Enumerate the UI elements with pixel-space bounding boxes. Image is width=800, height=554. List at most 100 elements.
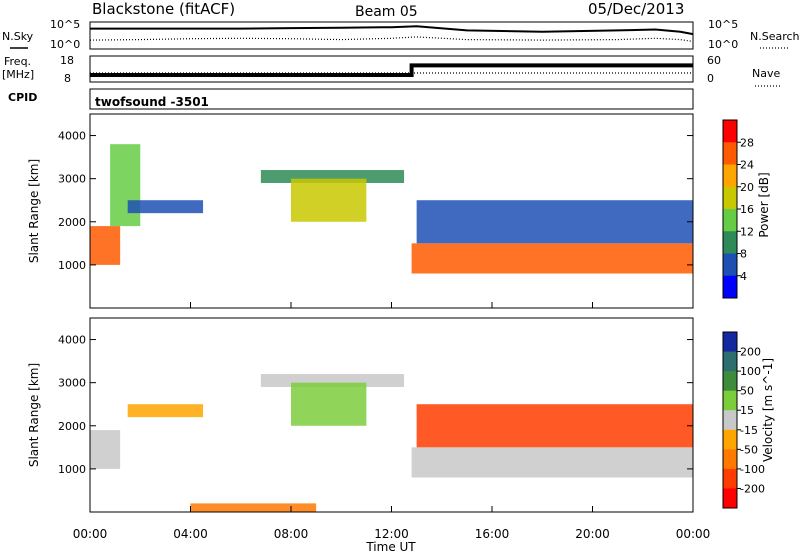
velocity-band: [90, 430, 121, 469]
velocity-cbar-cell: [723, 429, 737, 450]
noise-left-label: N.Sky: [2, 30, 34, 43]
power-cbar-cell: [723, 120, 737, 143]
power-panel: 1000 2000 3000 4000 Slant Range [km] 28 24 20…: [27, 113, 771, 309]
power-cbar-label: Power [dB]: [757, 172, 771, 237]
noise-right-tick-top: 10^5: [708, 18, 738, 31]
power-band: [90, 226, 121, 265]
noise-line-sky: [90, 25, 694, 36]
power-cbar-cell: [723, 142, 737, 165]
velocity-cbar-label: -100: [740, 463, 765, 476]
xaxis-label: Time UT: [365, 540, 416, 554]
velocity-cbar-cell: [723, 410, 737, 431]
nave-tick-top: 60: [707, 54, 721, 67]
time-tick-label: 00:00: [73, 527, 108, 541]
velocity-band: [416, 404, 693, 448]
velocity-ytick-label: 1000: [58, 463, 86, 476]
power-cbar-label: 20: [740, 181, 754, 194]
noise-line-search: [89, 36, 694, 43]
power-cbar-label: 28: [740, 136, 754, 149]
velocity-yaxis: 1000 2000 3000 4000: [58, 334, 693, 476]
time-tick-label: 20:00: [575, 527, 610, 541]
power-band: [110, 144, 141, 227]
freq-series: [90, 63, 693, 77]
freq-line: [90, 63, 693, 77]
power-yaxis: 1000 2000 3000 4000: [58, 130, 693, 272]
power-ytick-label: 1000: [58, 259, 86, 272]
velocity-band: [127, 404, 204, 418]
cpid-panel: CPID twofsound -3501: [8, 88, 694, 110]
time-tick-label: 00:00: [676, 527, 711, 541]
time-axis: 00:00 04:00 08:00 12:00 16:00 20:00 00:00: [73, 302, 711, 541]
power-cbar-label: 16: [740, 203, 754, 216]
velocity-cbar-label: Velocity [m s^-1]: [761, 358, 775, 462]
power-ytick-label: 2000: [58, 216, 86, 229]
velocity-panel: 1000 2000 3000 4000 Slant Range [km] 200 100…: [27, 317, 775, 513]
velocity-cbar-label: -50: [740, 443, 758, 456]
velocity-cbar-cell: [723, 468, 737, 489]
nave-label: Nave: [752, 67, 780, 80]
velocity-ytick-label: 2000: [58, 420, 86, 433]
time-tick-label: 04:00: [173, 527, 208, 541]
velocity-band: [190, 503, 317, 512]
noise-panel: N.Sky N.Search 10^5 10^0 10^5 10^0: [2, 18, 800, 51]
power-heatmap: [90, 144, 693, 274]
velocity-cbar-cell: [723, 449, 737, 470]
power-cbar-cell: [723, 186, 737, 210]
nave-tick-bottom: 0: [707, 72, 714, 85]
cpid-frame: [89, 88, 694, 110]
velocity-band: [291, 382, 367, 426]
velocity-heatmap: [90, 374, 693, 512]
velocity-cbar-label: 15: [740, 404, 754, 417]
power-ytick-label: 3000: [58, 173, 86, 186]
power-cbar-label: 4: [740, 270, 747, 283]
noise-left-tick-top: 10^5: [50, 18, 80, 31]
noise-series: [89, 25, 694, 43]
power-cbar-cell: [723, 164, 737, 188]
station-title: Blackstone (fitACF): [92, 0, 235, 18]
velocity-cbar-cell: [723, 351, 737, 372]
power-cbar-label: 8: [740, 248, 747, 261]
freq-label-1: Freq.: [4, 55, 31, 68]
time-tick-label: 08:00: [274, 527, 309, 541]
noise-right-label: N.Search: [750, 30, 800, 43]
power-ylabel: Slant Range [km]: [27, 159, 41, 263]
freq-tick-bottom: 8: [64, 72, 71, 85]
velocity-cbar-cell: [723, 488, 737, 509]
beam-title: Beam 05: [355, 4, 418, 20]
power-band: [291, 178, 367, 222]
velocity-colorbar: 200 100 50 15 -15 -50 -100 -200: [722, 331, 765, 509]
noise-left-tick-bottom: 10^0: [50, 38, 80, 51]
noise-frame: [89, 21, 694, 50]
power-cbar-cell: [723, 253, 737, 277]
velocity-cbar-frame: [722, 331, 738, 509]
cpid-value: twofsound -3501: [95, 95, 209, 109]
velocity-cbar-label: 50: [740, 385, 754, 398]
velocity-cbar-label: 100: [740, 365, 761, 378]
velocity-cbar-label: -15: [740, 424, 758, 437]
freq-label-2: [MHz]: [2, 68, 34, 81]
power-band: [127, 200, 204, 214]
velocity-cbar-label: -200: [740, 482, 765, 495]
velocity-ylabel: Slant Range [km]: [27, 363, 41, 467]
power-band: [416, 200, 693, 244]
freq-frame: [89, 55, 694, 83]
velocity-band: [411, 447, 693, 478]
power-cbar-cell: [723, 275, 737, 299]
time-tick-label: 12:00: [374, 527, 409, 541]
freq-panel: Freq. [MHz] 18 8 60 0 Nave: [2, 54, 780, 87]
power-band: [411, 243, 693, 274]
date-title: 05/Dec/2013: [588, 0, 684, 18]
power-colorbar: 28 24 20 16 12 8 4: [722, 119, 754, 299]
velocity-cbar-label: 200: [740, 346, 761, 359]
power-cbar-cell: [723, 231, 737, 254]
freq-tick-top: 18: [60, 54, 74, 67]
velocity-cbar-cell: [723, 332, 737, 353]
velocity-cbar-cell: [723, 390, 737, 411]
power-cbar-label: 24: [740, 159, 754, 172]
time-tick-label: 16:00: [475, 527, 510, 541]
velocity-ytick-label: 3000: [58, 377, 86, 390]
power-cbar-cell: [723, 209, 737, 232]
velocity-ytick-label: 4000: [58, 334, 86, 347]
cpid-label: CPID: [8, 91, 37, 104]
